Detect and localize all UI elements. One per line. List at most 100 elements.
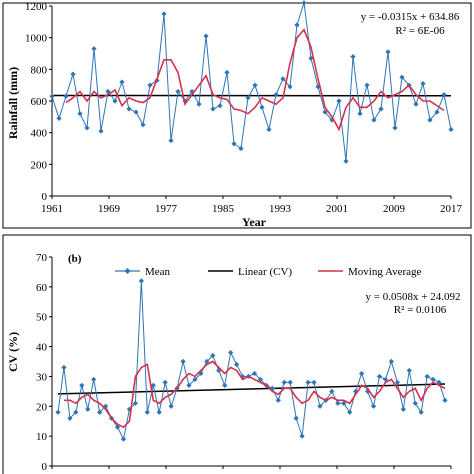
panel-a-mean-point [126, 106, 132, 112]
panel-b-mean-point [168, 403, 174, 409]
panel-a-mean-point [238, 145, 244, 152]
panel-b-mean-point [341, 400, 347, 406]
panel-a-mean-point [84, 125, 90, 131]
panel-b-mean-point [406, 367, 412, 374]
panel-b-mean-point [311, 379, 317, 385]
panel-b-mean-point [73, 409, 79, 415]
panel-b-linear-trend-line [57, 383, 446, 395]
panel-a-mean-point [434, 109, 440, 115]
panel-b-mean-point [97, 409, 103, 415]
panel-b-plot: 0 10 20 30 40 50 60 70 [36, 252, 452, 473]
panel-b-mean-point [234, 361, 240, 368]
panel-a-mean-point [259, 104, 265, 110]
panel-a-mean-point [280, 76, 286, 82]
panel-b-mean-point [239, 373, 246, 380]
panel-a-x-tick-label: 2009 [383, 203, 406, 215]
panel-b-mean-point [359, 370, 365, 377]
panel-a-mean-point [210, 106, 216, 112]
panel-a-y-tick-label: 1200 [25, 1, 48, 13]
panel-b-mean-point [204, 358, 210, 365]
panel-a-mean-point [168, 137, 174, 144]
panel-b-label: (b) [68, 253, 82, 265]
panel-a-mean-point [371, 117, 377, 123]
panel-b-y-tick-label: 50 [36, 312, 48, 324]
panel-a-mean-point [147, 82, 153, 88]
panel-a-mean-point [378, 106, 384, 112]
panel-a-mean-point [196, 101, 202, 107]
panel-b-mean-point [120, 436, 127, 442]
panel-a-y-tick-label: 800 [31, 64, 48, 76]
panel-b-y-axis-label: CV (%) [6, 332, 20, 372]
panel-a-mean-point [119, 79, 125, 85]
panel-b-mean-point [67, 415, 73, 421]
panel-b-trend-equation: y = 0.0508x + 24.092 [366, 291, 461, 303]
panel-a-mean-point [70, 71, 76, 77]
panel-a-mean-point [399, 74, 405, 80]
panel-b-mean-point [335, 400, 341, 406]
panel-b-mean-point [394, 379, 400, 385]
panel-a-x-axis-label: Year [242, 215, 267, 229]
panel-a-mean-point [301, 0, 307, 6]
panel-b-mean-line [57, 280, 446, 441]
panel-a-x-tick-label: 1985 [212, 203, 235, 215]
panel-a-r-squared: R² = 6E-06 [395, 25, 445, 37]
panel-b-mean-point [370, 403, 377, 409]
panel-b-mean-point [251, 370, 258, 377]
panel-a-mean-point [105, 88, 111, 95]
panel-b-mean-point [275, 397, 281, 403]
panel-b-mean-point [138, 278, 144, 284]
legend-mean-label: Mean [145, 266, 171, 278]
panel-b-mean-point [186, 382, 192, 388]
panel-b-mean-point [114, 424, 121, 430]
panel-b-mean-point [216, 367, 222, 374]
panel-b-mean-point [281, 379, 287, 385]
panel-a-y-tick-label: 1000 [25, 33, 48, 45]
panel-b-frame [2, 234, 472, 474]
panel-a-x-tick-label: 1977 [155, 203, 178, 215]
panel-a-mean-point [203, 33, 209, 39]
panel-a-mean-point [224, 69, 230, 76]
panel-b-y-tick-label: 0 [42, 461, 48, 473]
panel-b-mean-point [228, 349, 234, 356]
panel-b-mean-point [418, 409, 424, 415]
panel-b-y-tick-label: 30 [36, 371, 48, 383]
panel-b-mean-point [305, 379, 311, 385]
panel-a-mean-point [245, 95, 251, 101]
panel-b-mean-point [210, 352, 216, 359]
panel-b-y-tick-label: 60 [36, 282, 48, 294]
panel-b-mean-point [150, 382, 156, 388]
panel-b-r-squared: R² = 0.0106 [394, 304, 447, 316]
legend-mean-marker [124, 268, 131, 274]
panel-a-mean-point [364, 82, 370, 88]
panel-a-mean-point [322, 109, 328, 115]
panel-b-mean-point [162, 379, 168, 385]
panel-a-mean-point [350, 54, 356, 60]
panel-a-plot: 0 200 400 600 800 1000 1200 1961 1969 1977 1985 199… [25, 0, 463, 215]
panel-a-mean-point [420, 80, 426, 87]
panel-b-mean-point [412, 400, 418, 406]
panel-a-mean-point [98, 128, 104, 134]
panel-b-mean-point [79, 382, 85, 388]
panel-a-mean-point [161, 11, 167, 17]
panel-b-mean-point [365, 388, 371, 394]
panel-b-mean-point [287, 379, 293, 385]
panel-b-mean-point [376, 373, 383, 380]
panel-b-y-tick-label: 20 [36, 401, 48, 413]
panel-a-mean-point [112, 98, 118, 104]
panel-a-mean-point [140, 122, 146, 128]
panel-a-mean-line [51, 2, 452, 162]
panel-b-mean-point [192, 376, 198, 383]
panel-b-mean-point [317, 403, 323, 409]
panel-a-mean-point [392, 125, 398, 131]
panel-a-mean-point [49, 93, 55, 99]
panel-b-mean-point [156, 409, 162, 415]
panel-a-mean-point [189, 88, 195, 95]
panel-b-mean-point [329, 388, 335, 394]
panel-b-mean-point [424, 373, 430, 380]
panel-b-mean-point [144, 409, 150, 415]
panel-b-mean-point [353, 388, 359, 394]
panel-b-mean-point [222, 382, 228, 388]
panel-a-mean-point [231, 141, 237, 147]
panel-a-y-tick-label: 200 [31, 159, 48, 171]
